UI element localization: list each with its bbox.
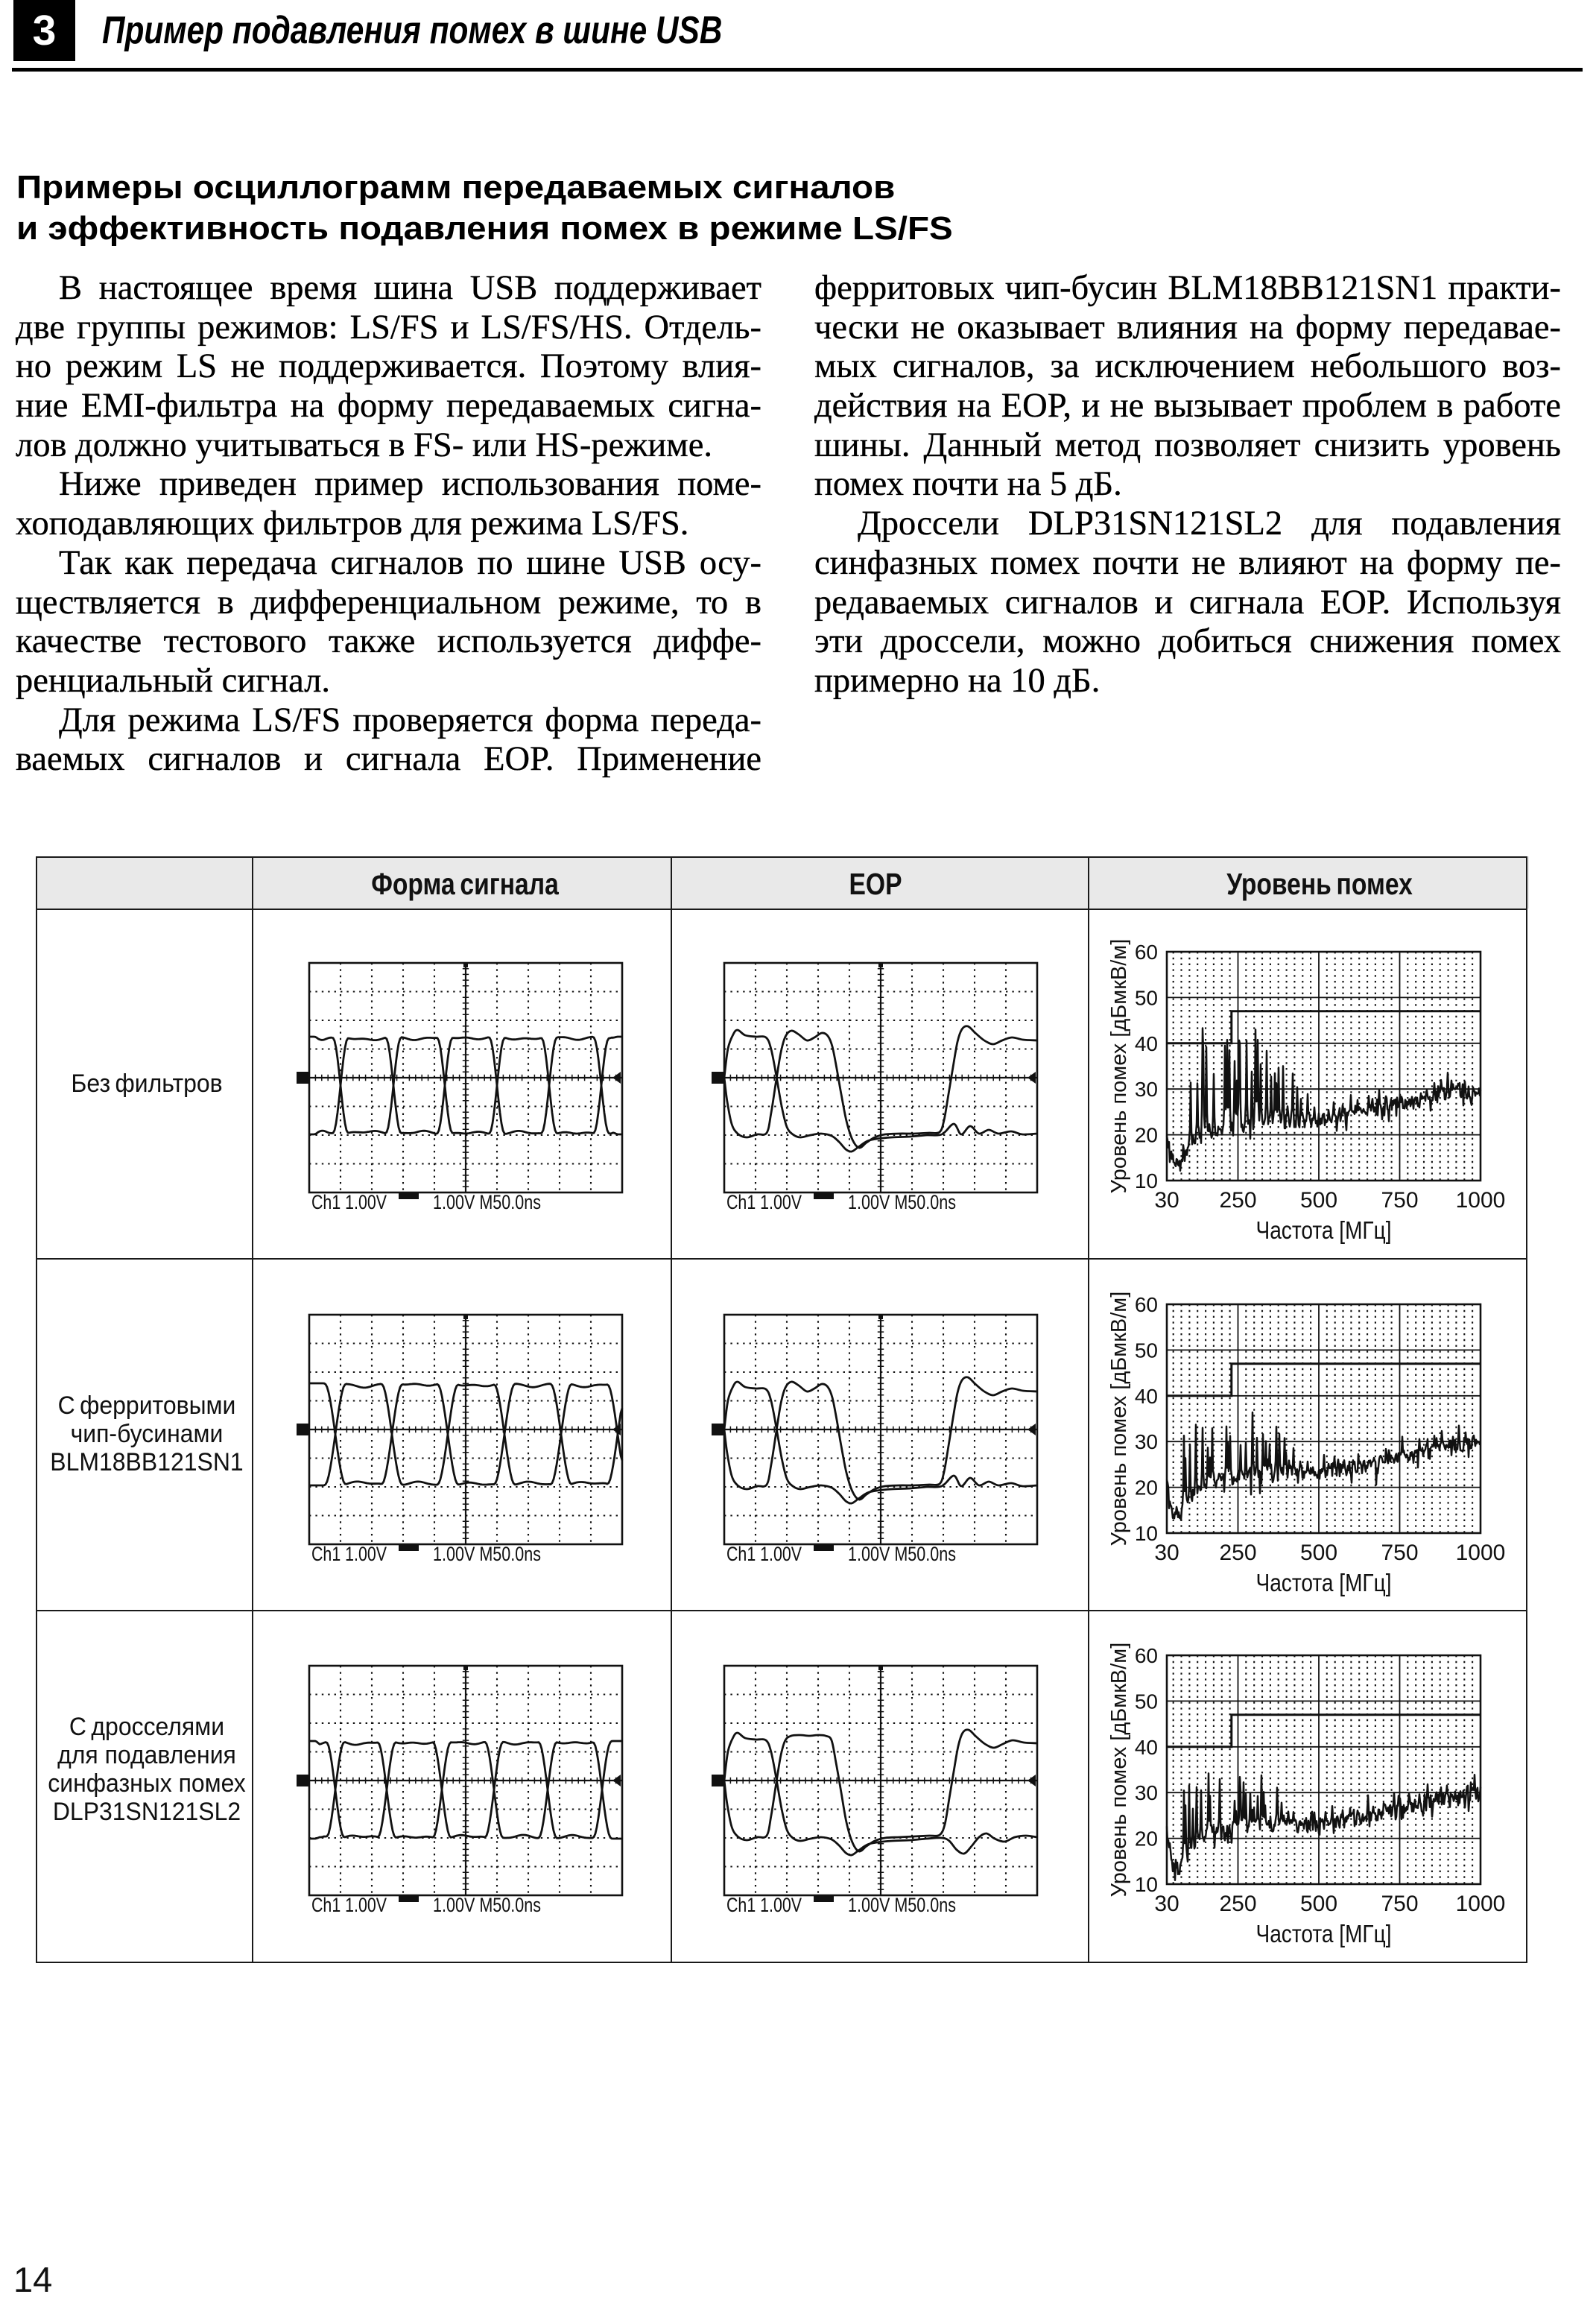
- svg-text:1.00V M50.0ns: 1.00V M50.0ns: [848, 1191, 956, 1213]
- svg-text:10: 10: [1135, 1169, 1158, 1192]
- svg-text:750: 750: [1381, 1892, 1418, 1916]
- svg-text:60: 60: [1135, 1644, 1158, 1667]
- svg-text:1000: 1000: [1456, 1541, 1506, 1565]
- svg-text:1.00V M50.0ns: 1.00V M50.0ns: [848, 1894, 956, 1916]
- svg-text:Частота [МГц]: Частота [МГц]: [1256, 1569, 1392, 1596]
- svg-text:1000: 1000: [1456, 1892, 1506, 1916]
- svg-text:50: 50: [1135, 1690, 1158, 1713]
- svg-text:20: 20: [1135, 1124, 1158, 1147]
- svg-text:10: 10: [1135, 1522, 1158, 1545]
- svg-text:30: 30: [1135, 1781, 1158, 1804]
- svg-text:30: 30: [1154, 1188, 1179, 1213]
- svg-text:40: 40: [1135, 1736, 1158, 1759]
- svg-text:500: 500: [1300, 1892, 1337, 1916]
- svg-text:30: 30: [1154, 1892, 1179, 1916]
- svg-text:Частота [МГц]: Частота [МГц]: [1256, 1920, 1392, 1947]
- svg-text:Уровень помех [дБмкВ/м]: Уровень помех [дБмкВ/м]: [1107, 1643, 1131, 1898]
- svg-text:40: 40: [1135, 1385, 1158, 1408]
- svg-text:Ch1 1.00V: Ch1 1.00V: [726, 1894, 802, 1916]
- svg-text:1000: 1000: [1456, 1188, 1506, 1213]
- svg-text:50: 50: [1135, 1339, 1158, 1362]
- svg-text:1.00V M50.0ns: 1.00V M50.0ns: [433, 1191, 541, 1213]
- svg-text:250: 250: [1219, 1541, 1256, 1565]
- svg-text:20: 20: [1135, 1827, 1158, 1851]
- svg-text:250: 250: [1219, 1188, 1256, 1213]
- svg-text:40: 40: [1135, 1032, 1158, 1055]
- svg-text:250: 250: [1219, 1892, 1256, 1916]
- svg-text:30: 30: [1135, 1430, 1158, 1453]
- svg-text:Частота [МГц]: Частота [МГц]: [1256, 1216, 1392, 1244]
- svg-text:10: 10: [1135, 1873, 1158, 1896]
- svg-text:Ch1 1.00V: Ch1 1.00V: [726, 1543, 802, 1565]
- svg-text:Ch1 1.00V: Ch1 1.00V: [726, 1191, 802, 1213]
- svg-text:Уровень помех [дБмкВ/м]: Уровень помех [дБмкВ/м]: [1107, 939, 1131, 1194]
- svg-text:20: 20: [1135, 1476, 1158, 1500]
- svg-text:50: 50: [1135, 986, 1158, 1009]
- svg-text:1.00V M50.0ns: 1.00V M50.0ns: [433, 1894, 541, 1916]
- svg-text:Уровень помех [дБмкВ/м]: Уровень помех [дБмкВ/м]: [1107, 1292, 1131, 1547]
- svg-text:60: 60: [1135, 1293, 1158, 1316]
- svg-text:Ch1 1.00V: Ch1 1.00V: [311, 1894, 387, 1916]
- svg-text:30: 30: [1154, 1541, 1179, 1565]
- svg-text:500: 500: [1300, 1188, 1337, 1213]
- svg-text:30: 30: [1135, 1078, 1158, 1101]
- svg-text:Ch1 1.00V: Ch1 1.00V: [311, 1543, 387, 1565]
- svg-text:500: 500: [1300, 1541, 1337, 1565]
- svg-text:60: 60: [1135, 941, 1158, 964]
- svg-text:1.00V M50.0ns: 1.00V M50.0ns: [848, 1543, 956, 1565]
- svg-text:1.00V M50.0ns: 1.00V M50.0ns: [433, 1543, 541, 1565]
- svg-text:750: 750: [1381, 1541, 1418, 1565]
- svg-text:750: 750: [1381, 1188, 1418, 1213]
- svg-text:Ch1 1.00V: Ch1 1.00V: [311, 1191, 387, 1213]
